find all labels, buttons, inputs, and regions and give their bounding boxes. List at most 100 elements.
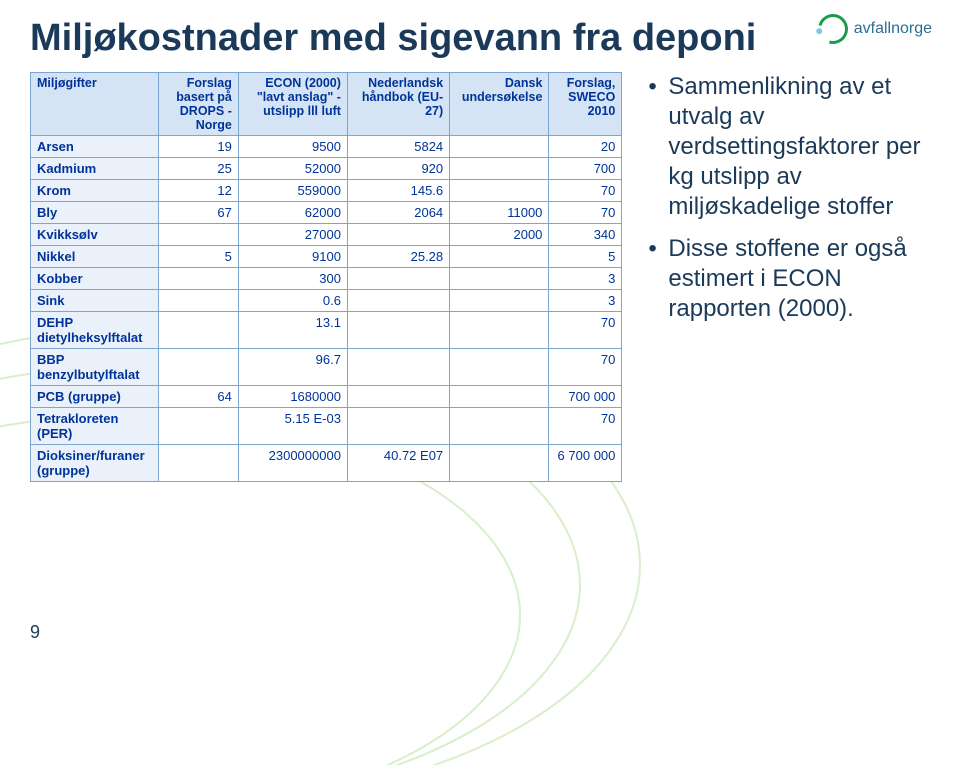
table-cell: Kadmium [31,157,159,179]
logo-ring-icon [812,9,853,50]
table-row: Tetrakloreten (PER) 5.15 E-03 70 [31,407,622,444]
table-row: Dioksiner/furaner (gruppe) 230000000040.7… [31,444,622,481]
bullet-item: Sammenlikning av et utvalg av verdsettin… [648,72,930,222]
table-cell: 700 [549,157,622,179]
table-cell: 559000 [238,179,347,201]
slide-title: Miljøkostnader med sigevann fra deponi [30,18,930,60]
table-row: Kadmium2552000920700 [31,157,622,179]
table-cell: 5824 [347,135,449,157]
table-cell: 6 700 000 [549,444,622,481]
table-cell: 40.72 E07 [347,444,449,481]
table-cell: 13.1 [238,311,347,348]
table-cell [450,311,549,348]
table-cell [159,223,238,245]
table-header-row: Miljøgifter Forslag basert på DROPS - No… [31,72,622,135]
table-cell: 64 [159,385,238,407]
table-cell: 2300000000 [238,444,347,481]
table-cell: Nikkel [31,245,159,267]
table-cell: 11000 [450,201,549,223]
table-cell: 70 [549,179,622,201]
table-row: Krom12559000145.6 70 [31,179,622,201]
table-cell [450,289,549,311]
table-cell [347,385,449,407]
table-cell: 2000 [450,223,549,245]
table-cell: 70 [549,311,622,348]
table-row: Kobber3003 [31,267,622,289]
table-cell: Kvikksølv [31,223,159,245]
table-cell: Arsen [31,135,159,157]
table-cell [450,157,549,179]
table-cell [347,311,449,348]
table-cell: 25.28 [347,245,449,267]
table-cell [347,267,449,289]
table-cell: DEHP dietylheksylftalat [31,311,159,348]
col-header: ECON (2000) "lavt anslag" - utslipp lll … [238,72,347,135]
table-cell: 340 [549,223,622,245]
cost-table: Miljøgifter Forslag basert på DROPS - No… [30,72,622,482]
table-cell: 19 [159,135,238,157]
table-cell: 5 [549,245,622,267]
table-cell [450,348,549,385]
table-cell [159,407,238,444]
table-cell [347,223,449,245]
logo-text: avfallnorge [854,20,932,38]
table-cell: 70 [549,348,622,385]
table-cell: 52000 [238,157,347,179]
table-cell [159,289,238,311]
table-cell: Krom [31,179,159,201]
table-cell [159,444,238,481]
table-row: Arsen199500582420 [31,135,622,157]
table-cell: 27000 [238,223,347,245]
logo: avfallnorge [818,14,932,44]
table-cell: Bly [31,201,159,223]
table-cell: 67 [159,201,238,223]
table-cell: 145.6 [347,179,449,201]
table-cell: PCB (gruppe) [31,385,159,407]
table-cell: Kobber [31,267,159,289]
table-cell: Tetrakloreten (PER) [31,407,159,444]
table-row: Nikkel5910025.285 [31,245,622,267]
table-cell: 3 [549,289,622,311]
table-cell: 5.15 E-03 [238,407,347,444]
table-cell [450,267,549,289]
col-header: Forslag, SWECO 2010 [549,72,622,135]
table-cell: Dioksiner/furaner (gruppe) [31,444,159,481]
table-row: BBP benzylbutylftalat 96.7 70 [31,348,622,385]
table-row: Bly676200020641100070 [31,201,622,223]
table-cell [450,179,549,201]
table-cell [347,348,449,385]
table-cell: 62000 [238,201,347,223]
table-cell: 700 000 [549,385,622,407]
table-cell [450,135,549,157]
table-cell: Sink [31,289,159,311]
table-cell [159,348,238,385]
table-row: DEHP dietylheksylftalat 13.1 70 [31,311,622,348]
table-cell: 0.6 [238,289,347,311]
col-header: Forslag basert på DROPS - Norge [159,72,238,135]
table-cell [159,267,238,289]
bullet-item: Disse stoffene er også estimert i ECON r… [648,234,930,324]
table-cell: 5 [159,245,238,267]
table-cell [450,385,549,407]
slide-number: 9 [30,622,40,643]
col-header: Miljøgifter [31,72,159,135]
table-cell: BBP benzylbutylftalat [31,348,159,385]
table-cell [450,444,549,481]
table-cell: 70 [549,407,622,444]
table-cell: 9500 [238,135,347,157]
table-cell: 70 [549,201,622,223]
col-header: Dansk undersøkelse [450,72,549,135]
table-row: Kvikksølv 27000 2000340 [31,223,622,245]
table-cell [159,311,238,348]
table-cell [450,407,549,444]
table-cell: 12 [159,179,238,201]
table-cell [450,245,549,267]
table-row: PCB (gruppe)641680000700 000 [31,385,622,407]
table-cell: 300 [238,267,347,289]
table-row: Sink 0.6 3 [31,289,622,311]
table-cell: 96.7 [238,348,347,385]
bullet-list: Sammenlikning av et utvalg av verdsettin… [648,72,930,336]
table-cell [347,289,449,311]
table-cell [347,407,449,444]
table-cell: 920 [347,157,449,179]
